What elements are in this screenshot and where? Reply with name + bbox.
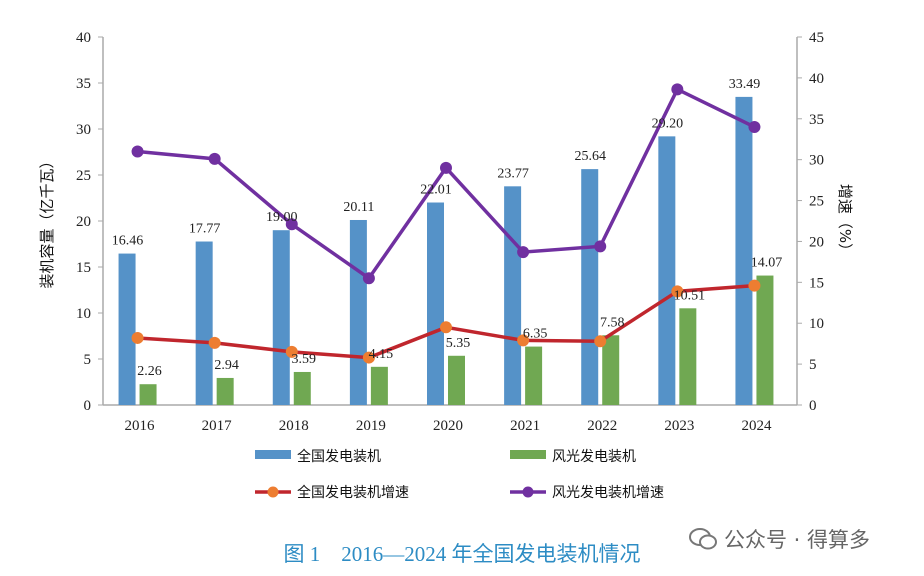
line-marker <box>517 246 530 259</box>
x-tick-label: 2019 <box>356 418 386 434</box>
right-tick-label: 20 <box>809 234 824 250</box>
right-tick-label: 15 <box>809 275 824 291</box>
line-marker <box>362 272 375 285</box>
data-label: 23.77 <box>497 166 529 181</box>
line-marker <box>748 120 761 133</box>
line-marker <box>671 83 684 96</box>
bar-wind-solar <box>370 366 388 405</box>
wechat-icon <box>689 528 717 550</box>
left-tick-label: 40 <box>76 30 91 46</box>
left-tick-label: 25 <box>76 168 91 184</box>
right-tick-label: 25 <box>809 194 824 210</box>
bar-wind-solar <box>139 384 157 405</box>
left-tick-label: 30 <box>76 122 91 138</box>
bar-wind-solar <box>756 275 774 405</box>
combo-chart: 0 5 10 15 20 25 30 35 40 0 5 10 15 20 25 30 35 40 45 2016 20… <box>38 30 854 501</box>
legend-label: 风光发电装机 <box>552 449 636 465</box>
left-tick-label: 0 <box>84 398 92 414</box>
x-tick-label: 2023 <box>664 418 694 434</box>
bar-wind-solar <box>293 371 311 405</box>
x-tick-label: 2021 <box>510 418 540 434</box>
left-tick-label: 5 <box>84 352 92 368</box>
line-marker <box>594 335 607 348</box>
bar-wind-solar <box>216 377 234 405</box>
y2-axis-title: 增速（%） <box>836 184 854 258</box>
line-marker <box>208 152 221 165</box>
right-tick-label: 35 <box>809 112 824 128</box>
figure-caption: 图 1 2016—2024 年全国发电装机情况 <box>283 542 641 566</box>
x-tick-label: 2020 <box>433 418 463 434</box>
right-tick-label: 45 <box>809 30 824 46</box>
legend-label: 风光发电装机增速 <box>552 485 664 501</box>
line-marker <box>131 145 144 158</box>
x-tick-label: 2022 <box>587 418 617 434</box>
data-label: 7.58 <box>600 315 625 330</box>
line-marker <box>440 321 452 334</box>
line-marker <box>131 331 144 344</box>
data-label: 17.77 <box>189 222 221 237</box>
bar-national <box>735 96 753 405</box>
bar-national <box>349 219 367 405</box>
legend-label: 全国发电装机 <box>297 448 381 465</box>
legend-label: 全国发电装机增速 <box>297 484 409 501</box>
bar-national <box>658 136 676 406</box>
watermark: 公众号 · 得算多 <box>688 524 870 554</box>
bar-wind-solar <box>602 335 620 405</box>
data-label: 6.35 <box>523 327 548 342</box>
y-axis-title: 装机容量（亿千瓦） <box>38 153 56 288</box>
bar-national <box>427 202 444 405</box>
line-marker <box>285 345 298 358</box>
legend-marker <box>267 486 279 498</box>
right-tick-label: 0 <box>809 398 817 414</box>
left-tick-label: 35 <box>76 76 91 92</box>
bar-wind-solar <box>679 308 697 405</box>
legend-marker <box>522 486 534 498</box>
bar-wind-solar <box>448 355 465 405</box>
line-marker <box>671 285 684 298</box>
data-label: 2.26 <box>137 364 162 379</box>
data-label: 20.11 <box>343 200 374 215</box>
data-label: 29.20 <box>652 116 684 131</box>
line-marker <box>362 351 375 364</box>
data-label: 14.07 <box>751 256 783 271</box>
data-label: 19.00 <box>266 210 298 225</box>
data-label: 10.51 <box>674 288 706 303</box>
right-tick-label: 10 <box>809 316 824 332</box>
right-tick-label: 40 <box>809 71 824 87</box>
line-marker <box>748 279 761 292</box>
x-tick-label: 2024 <box>741 418 772 434</box>
bar-national <box>195 241 213 405</box>
x-tick-label: 2018 <box>279 418 309 434</box>
data-label: 4.15 <box>369 347 394 362</box>
line-marker <box>594 240 607 253</box>
line-marker <box>208 336 221 349</box>
data-label: 3.59 <box>292 352 317 367</box>
data-label: 25.64 <box>574 149 606 164</box>
left-tick-label: 15 <box>76 260 91 276</box>
left-tick-label: 20 <box>76 214 91 230</box>
data-label: 5.35 <box>446 336 471 351</box>
right-tick-label: 5 <box>809 357 817 373</box>
bar-national <box>504 186 522 405</box>
line-marker <box>285 218 298 231</box>
legend-swatch <box>255 450 291 459</box>
line-marker <box>517 334 530 347</box>
data-label: 2.94 <box>214 358 239 373</box>
bar-national <box>272 230 290 405</box>
data-label: 22.01 <box>420 183 452 198</box>
right-tick-label: 30 <box>809 153 824 169</box>
bar-national <box>581 169 599 405</box>
x-tick-label: 2016 <box>125 418 156 434</box>
data-label: 33.49 <box>729 77 761 92</box>
left-tick-label: 10 <box>76 306 91 322</box>
x-tick-label: 2017 <box>202 418 233 434</box>
data-label: 16.46 <box>112 234 144 249</box>
bar-national <box>118 253 136 405</box>
legend-swatch <box>510 450 546 459</box>
bar-wind-solar <box>525 346 543 405</box>
watermark-text: 公众号 · 得算多 <box>724 528 871 552</box>
line-marker <box>440 161 452 174</box>
